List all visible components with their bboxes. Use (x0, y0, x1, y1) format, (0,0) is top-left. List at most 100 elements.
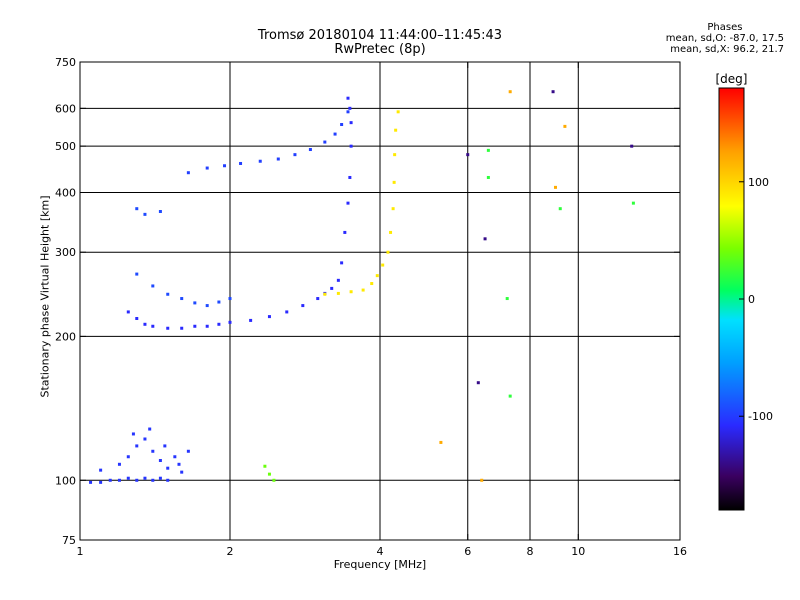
data-point (348, 175, 352, 179)
x-tick-label: 16 (673, 545, 687, 558)
data-point (205, 304, 209, 308)
data-point (466, 153, 470, 157)
x-tick-label: 1 (77, 545, 84, 558)
data-point (193, 324, 197, 328)
data-point (476, 381, 480, 385)
data-point (166, 478, 170, 482)
data-point (349, 144, 353, 148)
data-point (117, 462, 121, 466)
y-tick-label: 500 (55, 140, 76, 153)
data-point (166, 466, 170, 470)
data-point (228, 297, 232, 301)
data-point (135, 444, 139, 448)
data-point (348, 106, 352, 110)
data-point (349, 290, 353, 294)
data-point (158, 458, 162, 462)
data-point (340, 261, 344, 265)
data-point (143, 437, 147, 441)
data-point (166, 326, 170, 330)
colorbar-label: [deg] (716, 72, 748, 86)
data-point (563, 124, 567, 128)
data-point (308, 148, 312, 152)
data-point (346, 110, 350, 114)
data-point (386, 250, 390, 254)
colorbar-tick-label: 100 (748, 176, 769, 189)
data-point (108, 478, 112, 482)
data-point (301, 304, 305, 308)
y-tick-label: 200 (55, 330, 76, 343)
data-point (285, 310, 289, 314)
colorbar-tick-label: 0 (748, 293, 755, 306)
data-point (180, 326, 184, 330)
grid-layer (80, 62, 680, 540)
chart-title: Tromsø 20180104 11:44:00–11:45:43 (257, 28, 503, 43)
data-point (263, 464, 267, 468)
data-point (126, 455, 130, 459)
data-point (551, 90, 555, 94)
data-point (336, 291, 340, 295)
data-point (249, 318, 253, 322)
data-point (143, 476, 147, 480)
data-point (394, 128, 398, 132)
colorbar-tick-label: -100 (748, 410, 773, 423)
data-point (126, 476, 130, 480)
data-point (343, 230, 347, 234)
data-point (117, 478, 121, 482)
data-point (148, 427, 152, 431)
data-point (480, 478, 484, 482)
phase-stats-header: Phases (707, 22, 743, 33)
data-point (508, 90, 512, 94)
data-point (177, 462, 181, 466)
x-tick-label: 4 (377, 545, 384, 558)
data-point (439, 440, 443, 444)
data-point (375, 274, 379, 278)
y-tick-label: 400 (55, 186, 76, 199)
data-point (173, 455, 177, 459)
data-point (163, 444, 167, 448)
data-point (393, 153, 397, 157)
data-point (631, 201, 635, 205)
x-tick-label: 2 (227, 545, 234, 558)
phase-stats-o: mean, sd,O: -87.0, 17.5 (665, 33, 784, 44)
data-point (239, 161, 243, 165)
data-point (391, 207, 395, 211)
data-point (205, 324, 209, 328)
data-point (186, 449, 190, 453)
data-point (158, 476, 162, 480)
axes-layer: 1 2 4 6 8 10 16 75 100 200 300 400 500 600 750 (55, 56, 687, 558)
data-point (143, 322, 147, 326)
data-point (267, 315, 271, 319)
data-point (553, 185, 557, 189)
data-point (346, 201, 350, 205)
data-point (396, 110, 400, 114)
data-point (89, 480, 93, 484)
data-point (330, 286, 334, 290)
data-point (333, 132, 337, 136)
y-tick-label: 300 (55, 246, 76, 259)
data-point (381, 263, 385, 267)
data-point (392, 180, 396, 184)
data-point (486, 148, 490, 152)
data-point (135, 272, 139, 276)
data-point (99, 480, 103, 484)
data-point (323, 292, 327, 296)
data-point (217, 322, 221, 326)
data-point (193, 301, 197, 305)
data-point (293, 153, 297, 157)
data-point (336, 278, 340, 282)
data-point (346, 96, 350, 100)
x-axis-label: Frequency [MHz] (333, 558, 427, 571)
data-point (151, 284, 155, 288)
phase-stats: Phases mean, sd,O: -87.0, 17.5 mean, sd,… (666, 22, 784, 55)
data-point (131, 432, 135, 436)
points-layer (89, 90, 635, 484)
data-point (205, 166, 209, 170)
x-tick-label: 10 (571, 545, 585, 558)
data-point (135, 207, 139, 211)
data-point (505, 297, 509, 301)
data-point (272, 478, 276, 482)
x-tick-label: 8 (527, 545, 534, 558)
data-point (151, 449, 155, 453)
data-point (267, 472, 271, 476)
